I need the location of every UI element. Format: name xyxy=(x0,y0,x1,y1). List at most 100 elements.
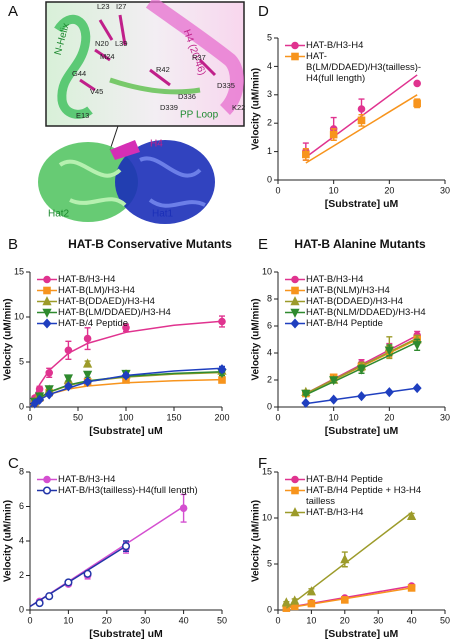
legend-entry: HAT-B/H3-H4 xyxy=(284,507,439,518)
legend: HAT-B/H3-H4 HAT-B(LM/DDAED)/H3(tailless)-… xyxy=(284,40,439,84)
legend-entry: HAT-B/H3(tailless)-H4(full length) xyxy=(36,485,216,496)
panel-label: E xyxy=(258,236,268,253)
marker xyxy=(329,376,339,386)
y-axis-label: Velocity (uM/min) xyxy=(251,68,262,150)
x-tick-label: 10 xyxy=(63,615,73,625)
marker xyxy=(301,397,311,409)
y-tick-label: 0 xyxy=(19,604,24,614)
x-tick-label: 0 xyxy=(275,412,280,422)
y-tick-label: 15 xyxy=(14,266,24,276)
y-tick-label: 6 xyxy=(19,501,24,511)
marker xyxy=(290,318,300,329)
y-tick-label: 15 xyxy=(262,466,272,476)
structure-label: D335 xyxy=(217,81,235,90)
x-tick-label: 20 xyxy=(340,615,350,625)
legend-entry: HAT-B/H3-H4 xyxy=(284,40,439,51)
structure-label: I27 xyxy=(116,2,126,11)
legend-label: HAT-B/H3-H4 xyxy=(306,507,364,518)
y-tick-label: 4 xyxy=(267,347,272,357)
x-tick-label: 50 xyxy=(440,615,450,625)
x-tick-label: 100 xyxy=(118,412,133,422)
legend-entry: HAT-B(LM)/H3-H4 xyxy=(36,285,216,296)
marker xyxy=(217,364,227,375)
x-tick-label: 0 xyxy=(275,615,280,625)
legend-label: HAT-B/H3(tailless)-H4(full length) xyxy=(58,485,198,496)
marker xyxy=(412,383,422,394)
fit-line xyxy=(286,587,412,609)
marker xyxy=(407,584,416,592)
x-tick-label: 10 xyxy=(329,412,339,422)
legend-swatch xyxy=(285,275,305,284)
marker xyxy=(384,387,394,398)
chart-title: HAT-B Alanine Mutants xyxy=(294,237,426,251)
legend-label: HAT-B/H3-H4 xyxy=(306,40,364,51)
marker xyxy=(341,596,349,604)
fit-line xyxy=(29,545,127,608)
legend-swatch xyxy=(37,475,57,484)
legend-entry: HAT-B(NLM)/H3-H4 xyxy=(284,285,439,296)
marker xyxy=(121,542,131,551)
panel-label: F xyxy=(258,455,267,472)
y-tick-label: 5 xyxy=(267,558,272,568)
structure-label: M24 xyxy=(100,52,115,61)
legend-entry: HAT-B(DDAED)/H3-H4 xyxy=(36,296,216,307)
y-tick-label: 8 xyxy=(267,293,272,303)
legend-label: HAT-B/H4 Peptide xyxy=(306,474,383,485)
legend-entry: HAT-B(NLM/DDAED)/H3-H4 xyxy=(284,307,439,318)
x-tick-label: 20 xyxy=(384,185,394,195)
y-tick-label: 2 xyxy=(267,374,272,384)
y-axis-label: Velocity (uM/min) xyxy=(251,500,262,582)
marker xyxy=(291,275,299,284)
legend-swatch xyxy=(37,486,57,495)
marker xyxy=(290,296,300,306)
series xyxy=(29,540,131,608)
marker xyxy=(413,99,421,108)
marker xyxy=(42,308,52,318)
marker xyxy=(290,308,300,318)
legend-label: HAT-B(NLM/DDAED)/H3-H4 xyxy=(306,307,426,318)
marker xyxy=(45,369,54,377)
fit-line xyxy=(285,511,413,609)
legend-swatch xyxy=(285,286,305,295)
legend-label: HAT-B/H4 Peptide xyxy=(306,318,383,329)
series xyxy=(29,493,188,608)
x-axis-label: [Substrate] uM xyxy=(325,198,399,210)
structure-label: D336 xyxy=(178,92,196,101)
series xyxy=(301,383,422,409)
structure-label: E13 xyxy=(76,111,89,120)
structure-label: Hat1 xyxy=(152,209,174,220)
legend-entry: HAT-B/H3-H4 xyxy=(284,274,439,285)
marker xyxy=(406,510,417,520)
marker xyxy=(42,486,52,495)
y-tick-label: 8 xyxy=(19,466,24,476)
y-tick-label: 2 xyxy=(19,570,24,580)
marker xyxy=(329,130,338,139)
marker xyxy=(179,504,188,513)
marker xyxy=(122,324,130,332)
legend-swatch xyxy=(285,507,305,517)
y-tick-label: 6 xyxy=(267,320,272,330)
y-tick-label: 0 xyxy=(267,174,272,184)
legend-swatch xyxy=(37,308,57,318)
fit-line xyxy=(305,94,418,164)
legend-swatch xyxy=(285,296,305,306)
x-tick-label: 50 xyxy=(217,615,227,625)
legend-swatch xyxy=(285,318,305,329)
marker xyxy=(356,365,367,375)
marker xyxy=(83,569,92,578)
marker xyxy=(329,394,339,405)
legend-swatch xyxy=(285,475,305,484)
y-tick-label: 1 xyxy=(267,146,272,156)
legend-label: HAT-B/H3-H4 xyxy=(306,274,364,285)
x-axis-label: [Substrate] uM xyxy=(89,425,163,437)
y-axis-label: Velocity (uM/min) xyxy=(251,298,262,380)
legend-entry: HAT-B/4 Peptide xyxy=(36,318,216,329)
marker xyxy=(357,116,366,125)
x-tick-label: 0 xyxy=(27,615,32,625)
fit-line xyxy=(29,320,223,408)
x-tick-label: 0 xyxy=(275,185,280,195)
marker xyxy=(413,79,421,88)
marker xyxy=(291,475,299,484)
y-tick-label: 0 xyxy=(267,401,272,411)
